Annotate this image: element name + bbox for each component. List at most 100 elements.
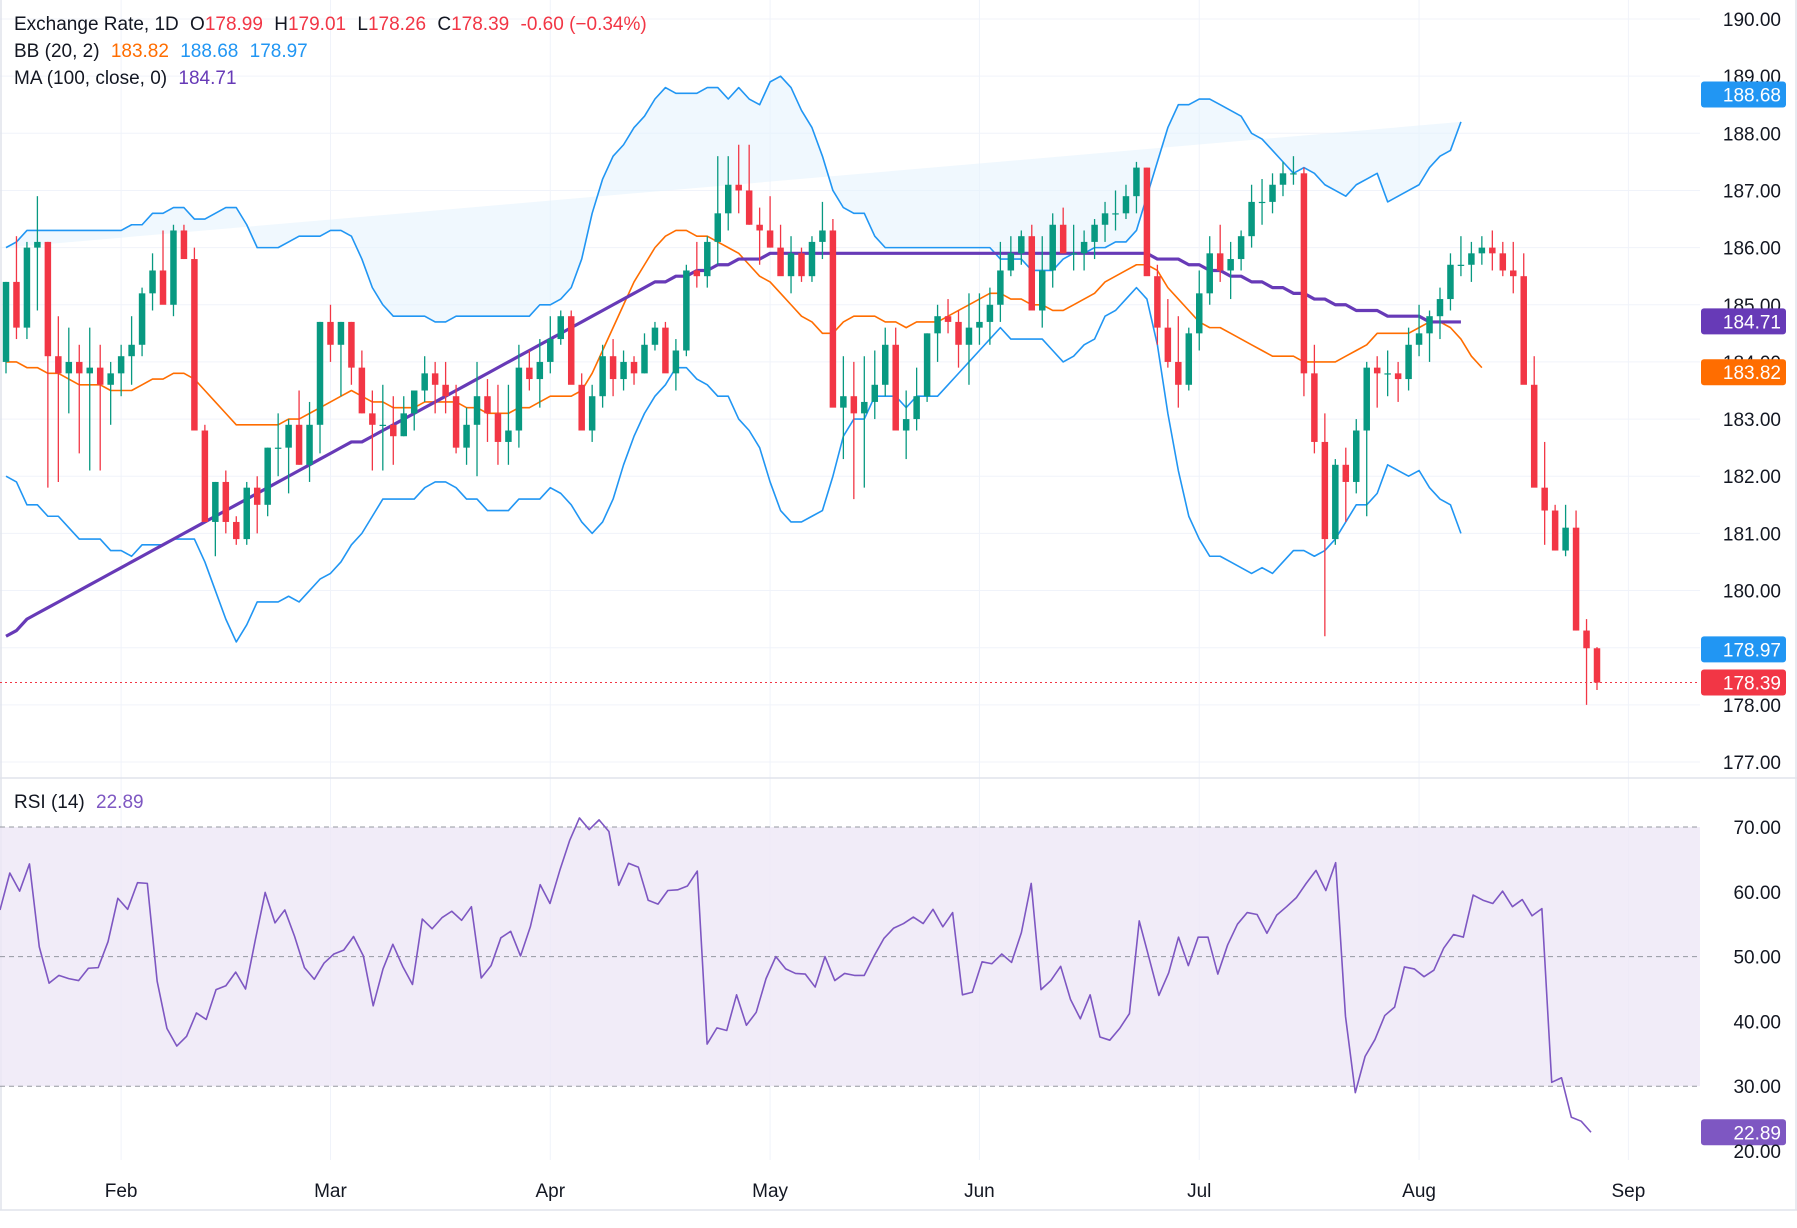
candle	[1520, 253, 1527, 385]
candle	[421, 356, 428, 402]
candle-body	[819, 230, 826, 242]
candle-body	[1164, 327, 1172, 362]
candle	[96, 344, 104, 471]
candle	[599, 344, 606, 408]
candle	[1468, 241, 1475, 282]
candle-body	[1489, 247, 1496, 254]
candle	[923, 333, 931, 402]
candle-body	[1101, 213, 1109, 225]
price-tick-label: 178.00	[1723, 696, 1781, 717]
candle	[400, 396, 407, 437]
candle-body	[505, 430, 512, 442]
candle	[484, 379, 491, 442]
candle	[547, 316, 554, 374]
candle-body	[547, 339, 554, 362]
candle-body	[149, 270, 156, 294]
candle	[819, 201, 826, 260]
candle-body	[358, 367, 366, 414]
candle	[295, 390, 303, 465]
bb-upper-tag: 188.68	[1701, 81, 1786, 108]
candle	[1426, 310, 1433, 362]
candle-body	[777, 247, 784, 277]
candle-body	[1426, 316, 1433, 334]
price-tick-label: 190.00	[1723, 10, 1781, 31]
candle-body	[1216, 253, 1224, 271]
candle	[285, 419, 292, 494]
ma-100-line	[5, 251, 1461, 638]
candle-body	[756, 224, 763, 231]
candle	[233, 516, 240, 545]
candle-body	[86, 367, 93, 374]
candle-body	[1049, 224, 1056, 271]
bb-upper-line	[5, 75, 1462, 323]
candle-body	[683, 270, 690, 351]
candle-body	[55, 356, 62, 374]
candle-body	[369, 413, 376, 425]
candle-body	[1279, 173, 1287, 185]
rsi-tick-label: 60.00	[1733, 883, 1781, 904]
candle-body	[557, 316, 565, 340]
candle	[536, 339, 544, 408]
candle-body	[1007, 253, 1015, 271]
time-tick-label: Apr	[536, 1181, 566, 1202]
candle-body	[128, 344, 135, 357]
candle-body	[1237, 236, 1245, 260]
last-price-tag: 178.39	[1701, 669, 1786, 696]
candle	[243, 481, 250, 545]
candle	[1363, 361, 1370, 517]
candle	[861, 356, 868, 488]
time-tick-label: May	[752, 1181, 788, 1202]
candle	[1300, 167, 1308, 397]
candle	[997, 241, 1004, 322]
candle-body	[44, 241, 52, 357]
candle-body	[620, 361, 627, 380]
candle	[306, 401, 313, 482]
candle-body	[306, 424, 313, 465]
candle	[1373, 356, 1381, 408]
candle-body	[1206, 253, 1213, 294]
rsi-tick-label: 50.00	[1733, 948, 1781, 969]
candle-body	[442, 384, 449, 397]
candle	[745, 144, 753, 225]
candle	[620, 350, 627, 391]
candle	[1583, 619, 1590, 705]
candle-body	[536, 361, 544, 380]
candle	[2, 281, 10, 374]
price-tick-label: 188.00	[1723, 124, 1781, 145]
candle	[766, 196, 774, 248]
candle	[1216, 224, 1224, 282]
candle-body	[976, 321, 983, 328]
candle	[557, 310, 565, 345]
close-value: 178.39	[451, 14, 510, 35]
candle-body	[1122, 196, 1130, 214]
low-label: L	[357, 14, 368, 35]
candle	[1415, 304, 1423, 357]
bb-lower-tag-text: 178.97	[1723, 640, 1781, 661]
candle-body	[672, 350, 680, 374]
candle	[191, 247, 198, 431]
candle-body	[1028, 236, 1036, 311]
candle-body	[1258, 201, 1266, 204]
low-value: 178.26	[367, 14, 427, 35]
candle	[672, 339, 680, 391]
candle	[1237, 230, 1245, 271]
candle	[201, 424, 209, 522]
candle	[609, 339, 617, 397]
ma-legend: MA (100, close, 0) 184.71	[14, 68, 243, 90]
bb-lower-value: 178.97	[249, 41, 308, 62]
candle	[1353, 419, 1360, 494]
bb-label: BB (20, 2)	[14, 41, 100, 62]
candle-body	[1311, 373, 1318, 442]
candle-body	[233, 521, 240, 540]
candle	[1478, 236, 1486, 265]
candle-body	[714, 213, 722, 242]
candle	[683, 264, 690, 357]
candle-body	[170, 230, 177, 305]
candle-body	[662, 327, 669, 374]
candle	[264, 447, 271, 517]
rsi-value-tag: 22.89	[1701, 1119, 1786, 1146]
candle	[1185, 327, 1193, 391]
candle-body	[65, 361, 73, 374]
candle	[881, 327, 889, 397]
candle	[1332, 459, 1339, 545]
